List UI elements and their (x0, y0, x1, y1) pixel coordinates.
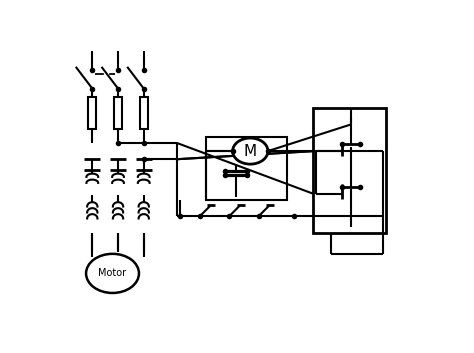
Bar (140, 97, 148, 129)
Circle shape (233, 138, 268, 164)
Circle shape (86, 254, 139, 293)
Bar (114, 97, 122, 129)
Text: Motor: Motor (99, 268, 127, 279)
Text: M: M (244, 144, 257, 158)
Bar (88, 97, 96, 129)
Bar (206, 137, 287, 200)
Bar (313, 108, 386, 233)
